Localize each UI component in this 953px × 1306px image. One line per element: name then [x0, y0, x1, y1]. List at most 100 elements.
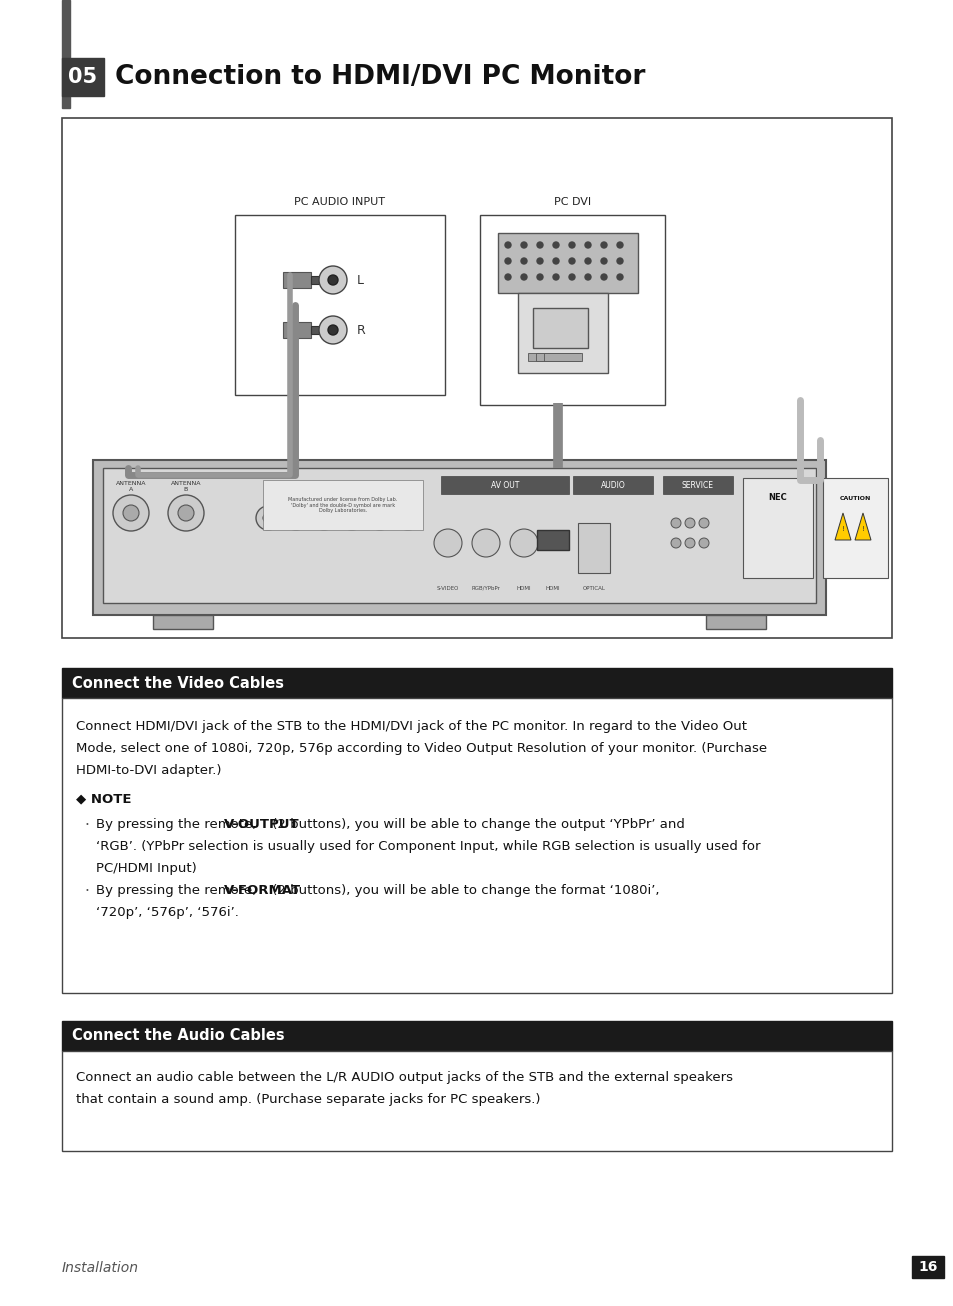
Text: Connection to HDMI/DVI PC Monitor: Connection to HDMI/DVI PC Monitor [115, 64, 644, 90]
Text: By pressing the remote,: By pressing the remote, [96, 818, 260, 831]
Bar [742, 478, 812, 579]
Text: SERVICE: SERVICE [681, 481, 713, 490]
Text: !: ! [861, 526, 863, 532]
Bar [92, 460, 825, 615]
Circle shape [670, 518, 680, 528]
Text: Manufactured under license from Dolby Lab.
'Dolby' and the double-D symbol are m: Manufactured under license from Dolby La… [288, 496, 397, 513]
Text: Connect an audio cable between the L/R AUDIO output jacks of the STB and the ext: Connect an audio cable between the L/R A… [76, 1071, 732, 1084]
Text: (2 buttons), you will be able to change the output ‘YPbPr’ and: (2 buttons), you will be able to change … [268, 818, 684, 831]
Bar [283, 323, 311, 338]
Circle shape [368, 505, 392, 530]
Circle shape [520, 274, 526, 279]
Bar [62, 1051, 891, 1151]
Circle shape [339, 505, 364, 530]
Bar [62, 697, 891, 993]
Bar [283, 272, 311, 289]
Text: !: ! [841, 526, 843, 532]
Circle shape [375, 513, 385, 522]
Bar [822, 478, 887, 579]
Polygon shape [834, 513, 850, 539]
Circle shape [520, 259, 526, 264]
Circle shape [328, 276, 337, 285]
Text: CAUTION: CAUTION [839, 495, 870, 500]
Text: ‘720p’, ‘576p’, ‘576i’.: ‘720p’, ‘576p’, ‘576i’. [96, 906, 238, 919]
Text: (2 buttons), you will be able to change the format ‘1080i’,: (2 buttons), you will be able to change … [268, 884, 659, 897]
Text: Connect the Audio Cables: Connect the Audio Cables [71, 1029, 284, 1043]
Text: HDMI-to-DVI adapter.): HDMI-to-DVI adapter.) [76, 764, 221, 777]
Circle shape [347, 513, 356, 522]
Text: Connect HDMI/DVI jack of the STB to the HDMI/DVI jack of the PC monitor. In rega: Connect HDMI/DVI jack of the STB to the … [76, 720, 746, 733]
Text: PC AUDIO INPUT: PC AUDIO INPUT [294, 197, 385, 206]
Text: OPTICAL: OPTICAL [582, 585, 605, 590]
Circle shape [395, 505, 419, 530]
Bar [527, 353, 578, 360]
Circle shape [123, 505, 139, 521]
Circle shape [510, 529, 537, 556]
Text: Installation: Installation [62, 1262, 139, 1275]
Circle shape [504, 274, 511, 279]
Bar [497, 232, 638, 293]
Circle shape [318, 266, 347, 294]
Circle shape [178, 505, 193, 521]
Bar [62, 57, 104, 97]
Bar [311, 326, 327, 334]
Circle shape [617, 259, 622, 264]
Text: ◆ NOTE: ◆ NOTE [76, 791, 132, 804]
Text: HDMI: HDMI [545, 585, 559, 590]
Bar [536, 353, 579, 360]
Text: 16: 16 [918, 1260, 937, 1273]
Text: 05: 05 [69, 67, 97, 88]
Text: PC DVI: PC DVI [554, 197, 591, 206]
Bar [234, 215, 444, 394]
Circle shape [291, 513, 301, 522]
Text: R: R [356, 324, 365, 337]
Bar [311, 276, 327, 283]
Text: V-FORMAT: V-FORMAT [223, 884, 300, 897]
Polygon shape [854, 513, 870, 539]
Text: AUDIO: AUDIO [600, 481, 625, 490]
Bar [578, 522, 609, 573]
Circle shape [600, 259, 606, 264]
Circle shape [520, 242, 526, 248]
Circle shape [504, 259, 511, 264]
Circle shape [168, 495, 204, 532]
Text: ANTENNA
B: ANTENNA B [171, 481, 201, 492]
Circle shape [684, 518, 695, 528]
Bar [517, 293, 607, 374]
Circle shape [112, 495, 149, 532]
Circle shape [670, 538, 680, 549]
Bar [705, 615, 765, 629]
Circle shape [537, 274, 542, 279]
Circle shape [617, 242, 622, 248]
Circle shape [553, 274, 558, 279]
Circle shape [537, 242, 542, 248]
Text: HDMI: HDMI [517, 585, 531, 590]
Text: ·: · [84, 884, 89, 899]
Text: NEC: NEC [768, 494, 786, 503]
Bar [152, 615, 213, 629]
Text: Connect the Video Cables: Connect the Video Cables [71, 675, 284, 691]
Circle shape [568, 259, 575, 264]
Bar [103, 468, 815, 603]
Bar [479, 215, 664, 405]
Circle shape [699, 518, 708, 528]
Circle shape [699, 538, 708, 549]
Bar [911, 1256, 943, 1279]
Circle shape [472, 529, 499, 556]
Text: V-OUTPUT: V-OUTPUT [223, 818, 299, 831]
Text: ANTENNA
A: ANTENNA A [115, 481, 146, 492]
Circle shape [617, 274, 622, 279]
Text: By pressing the remote,: By pressing the remote, [96, 884, 260, 897]
Circle shape [328, 325, 337, 336]
Circle shape [434, 529, 461, 556]
Circle shape [684, 538, 695, 549]
Circle shape [568, 242, 575, 248]
Text: PC/HDMI Input): PC/HDMI Input) [96, 862, 196, 875]
Circle shape [318, 513, 329, 522]
Circle shape [600, 274, 606, 279]
Bar [62, 118, 891, 639]
Bar [440, 475, 568, 494]
Circle shape [318, 316, 347, 343]
Text: ·: · [84, 818, 89, 833]
Circle shape [255, 505, 280, 530]
